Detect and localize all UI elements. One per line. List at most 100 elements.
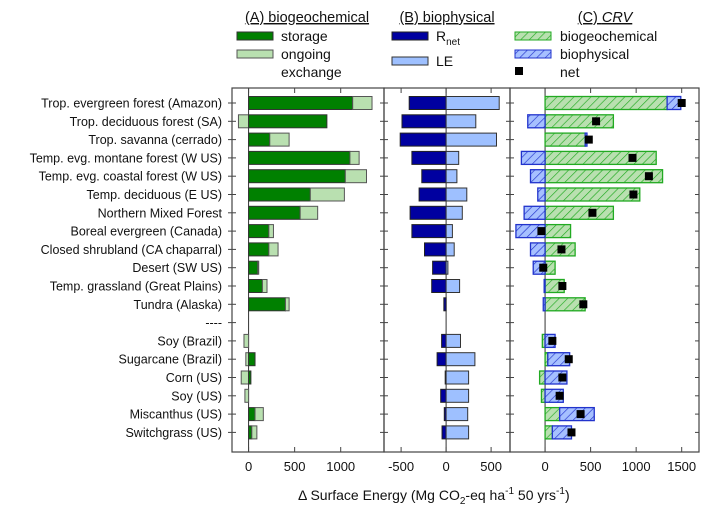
bar-ongoing-exchange	[261, 279, 268, 293]
bar-le	[445, 205, 463, 220]
net-marker	[537, 227, 546, 236]
net-marker	[677, 99, 686, 107]
bar-rnet	[441, 425, 447, 440]
x-tick-label-B: -500	[388, 459, 414, 474]
category-label: Trop. savanna (cerrado)	[88, 133, 222, 147]
legend-swatch-biogeochemical	[514, 31, 552, 41]
bar-crv-biophysical	[542, 297, 546, 312]
legend-swatch-ongoing-exchange	[236, 49, 274, 59]
bar-le	[445, 114, 477, 129]
bar-le	[445, 407, 469, 422]
bar-crv-biogeochemical	[544, 95, 668, 111]
bar-storage	[248, 169, 346, 184]
category-label: Boreal evergreen (Canada)	[71, 225, 222, 239]
net-marker	[629, 190, 638, 199]
bar-storage	[248, 132, 271, 147]
x-tick-label-A: 0	[245, 459, 252, 474]
net-marker	[588, 208, 597, 217]
category-label: Sugarcane (Brazil)	[118, 353, 222, 367]
bar-storage	[248, 224, 270, 239]
bar-crv-biophysical	[520, 150, 546, 166]
net-marker	[576, 410, 585, 419]
category-label: Temp. evg. montane forest (W US)	[30, 151, 222, 165]
net-marker	[584, 135, 593, 144]
net-marker	[557, 245, 566, 254]
category-label: Desert (SW US)	[132, 261, 222, 275]
category-label: Northern Mixed Forest	[98, 206, 223, 220]
net-marker	[548, 336, 557, 345]
legend-label-biogeochemical: biogeochemical	[560, 28, 657, 44]
bar-ongoing-exchange	[251, 425, 258, 440]
bar-crv-biogeochemical	[544, 406, 561, 422]
bar-rnet	[418, 187, 447, 202]
bar-rnet	[436, 352, 447, 367]
x-tick-label-B: 500	[480, 459, 502, 474]
bar-storage	[248, 370, 252, 385]
category-label: Temp. deciduous (E US)	[87, 188, 222, 202]
bar-ongoing-exchange	[254, 407, 264, 422]
bar-le	[445, 279, 461, 293]
bar-ongoing-exchange	[344, 169, 367, 184]
bar-le	[445, 260, 449, 275]
legend-label-le: LE	[436, 53, 453, 69]
bar-rnet	[399, 132, 447, 147]
legend-swatch-biophysical	[514, 49, 552, 59]
category-label: Trop. evergreen forest (Amazon)	[41, 97, 222, 111]
panel-title-A: (A) biogeochemical	[245, 10, 369, 26]
bar-storage	[248, 205, 301, 220]
x-tick-label-C: 0	[541, 459, 548, 474]
category-label: Temp. grassland (Great Plains)	[50, 280, 222, 294]
bar-rnet	[401, 114, 447, 129]
bar-storage	[248, 352, 256, 367]
bar-crv-biophysical	[543, 278, 546, 294]
bar-crv-biogeochemical	[544, 297, 586, 312]
legend-swatch-net	[515, 67, 523, 75]
bar-ongoing-exchange	[284, 297, 290, 312]
bar-crv-biogeochemical	[544, 114, 615, 129]
bar-ongoing-exchange	[237, 114, 250, 129]
bar-ongoing-exchange	[299, 205, 319, 220]
legend-swatch-rnet	[391, 31, 429, 41]
bar-le	[445, 187, 468, 202]
bar-rnet	[411, 224, 447, 239]
legend-swatch-le	[391, 56, 429, 66]
bar-le	[445, 132, 498, 147]
bar-le	[445, 242, 455, 257]
net-marker	[555, 391, 564, 400]
bar-crv-biophysical	[537, 187, 546, 202]
net-marker	[564, 355, 573, 364]
bar-storage	[248, 407, 256, 422]
bar-le	[445, 169, 458, 184]
panel-frame-C	[509, 87, 700, 453]
net-marker	[558, 373, 567, 382]
net-marker	[558, 282, 567, 290]
bar-crv-biogeochemical	[544, 132, 586, 147]
net-marker	[644, 172, 653, 181]
x-tick-label-A: 500	[284, 459, 306, 474]
bar-rnet	[443, 297, 447, 312]
category-label: Soy (US)	[171, 389, 222, 403]
bar-le	[445, 388, 470, 403]
bar-le	[445, 352, 476, 367]
net-marker	[592, 117, 601, 126]
panel-title-B: (B) biophysical	[399, 10, 494, 26]
bar-le	[445, 150, 460, 165]
bar-rnet	[424, 242, 447, 257]
bar-crv-biophysical	[523, 205, 546, 220]
bar-rnet	[441, 333, 447, 348]
bar-ongoing-exchange	[268, 224, 274, 239]
bar-storage	[248, 297, 286, 312]
bar-storage	[248, 260, 259, 275]
bar-crv-biogeochemical	[538, 370, 546, 385]
bar-ongoing-exchange	[244, 388, 250, 403]
category-label: Closed shrubland (CA chaparral)	[41, 243, 222, 257]
bar-ongoing-exchange	[309, 187, 345, 202]
x-tick-label-C: 1000	[622, 459, 651, 474]
bar-rnet	[409, 205, 447, 220]
bar-crv-biogeochemical	[544, 223, 572, 239]
legend-label-net: net	[560, 64, 580, 80]
bar-ongoing-exchange	[243, 333, 250, 348]
bar-crv-biophysical	[529, 169, 546, 184]
net-marker	[628, 153, 637, 162]
bar-storage	[248, 96, 354, 110]
